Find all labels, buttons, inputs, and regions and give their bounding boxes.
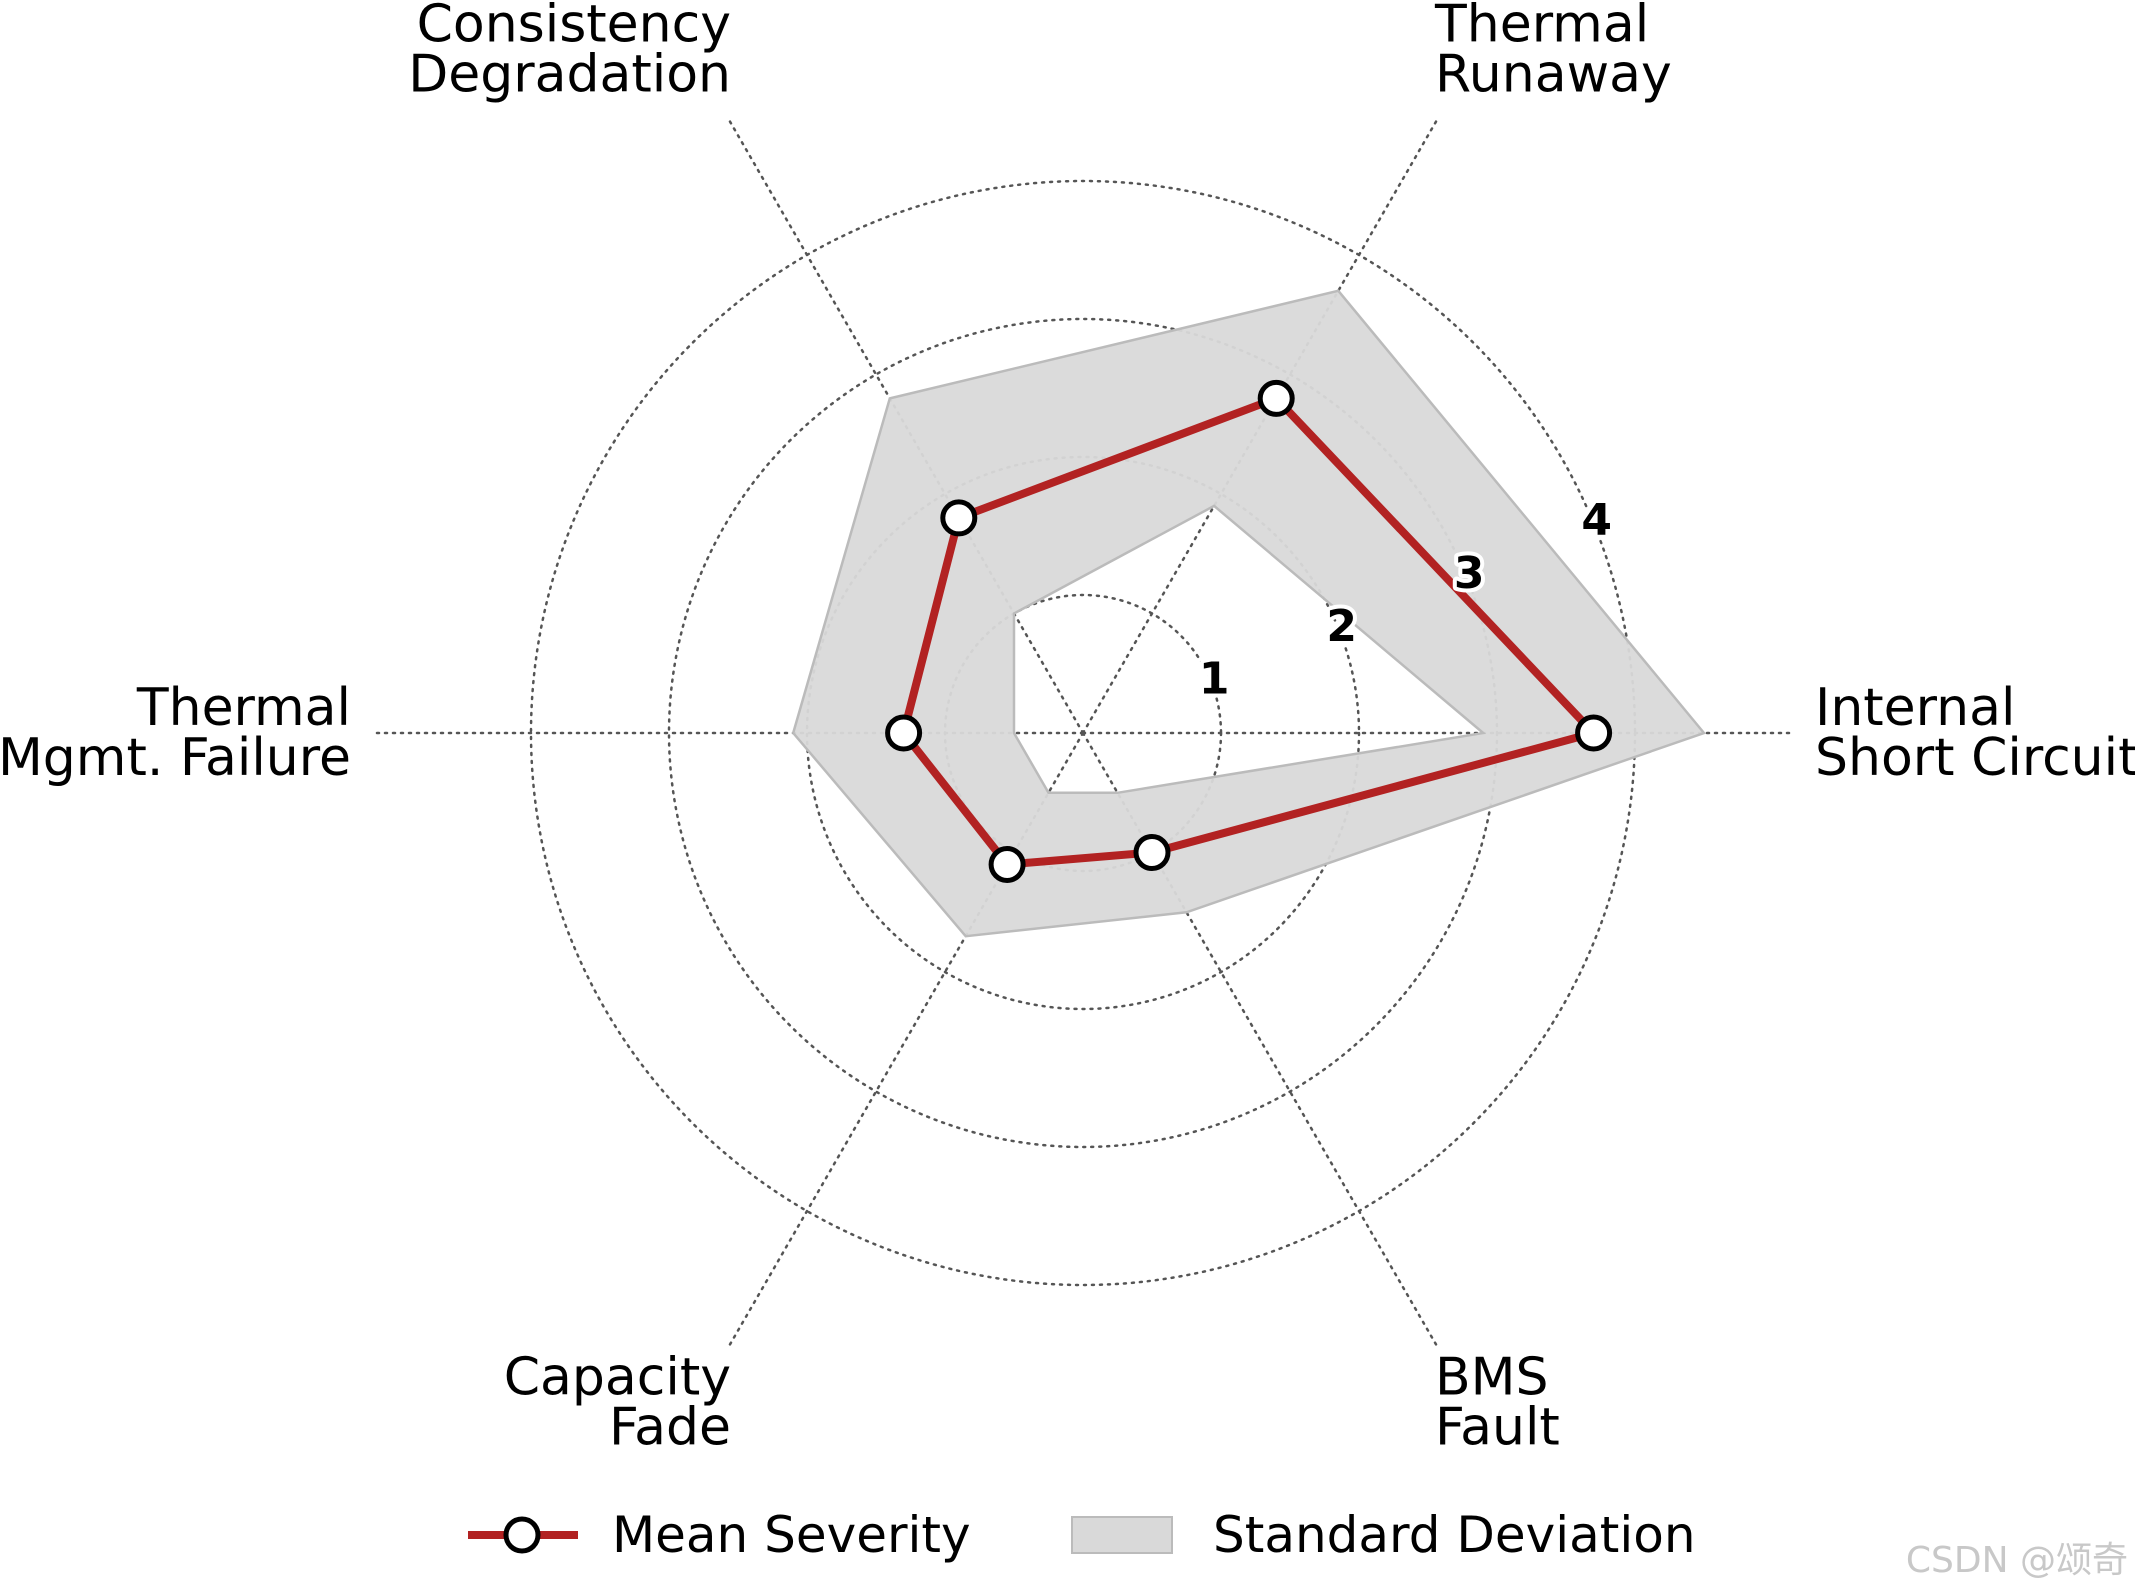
- spoke-bms_fault: [1081, 731, 1438, 1347]
- std-band-layer: [791, 289, 1707, 938]
- legend-std-label: Standard Deviation: [1213, 1506, 1696, 1564]
- mean-series-layer: [885, 379, 1613, 883]
- radial-tick-labels: 1 2 3 4: [1195, 491, 1616, 709]
- radial-tick-4: 4: [1581, 495, 1612, 546]
- axis-label-thermal_runaway-line1: Thermal: [1434, 0, 1649, 54]
- watermark-text: CSDN @颂奇: [1906, 1540, 2128, 1581]
- mean-point-consistency_degradation: [940, 499, 978, 537]
- legend-mean-marker: [503, 1516, 541, 1554]
- axis-label-internal_short_circuit-line2: Short Circuit: [1815, 728, 2135, 788]
- legend-std-swatch: [1071, 1516, 1173, 1554]
- axis-label-consistency_degradation-line2: Degradation: [408, 44, 731, 104]
- legend: Mean Severity Standard Deviation: [468, 1506, 1696, 1564]
- axis-label-capacity_fade-line2: Fade: [609, 1398, 731, 1458]
- legend-item-std-dev: Standard Deviation: [1071, 1506, 1696, 1564]
- std-deviation-band: [791, 289, 1707, 938]
- legend-mean-label: Mean Severity: [612, 1506, 971, 1564]
- axis-label-internal_short_circuit-line1: Internal: [1815, 678, 2015, 738]
- radial-tick-2: 2: [1326, 601, 1357, 652]
- axis-label-thermal_mgmt_failure-line1: Thermal: [136, 678, 351, 738]
- mean-point-thermal_mgmt_failure: [885, 714, 923, 752]
- axis-label-thermal_mgmt_failure-line2: Mgmt. Failure: [0, 728, 351, 788]
- axis-label-bms_fault-line1: BMS: [1435, 1348, 1549, 1408]
- spoke-capacity_fade: [728, 731, 1085, 1347]
- radial-tick-3: 3: [1454, 548, 1485, 599]
- mean-point-capacity_fade: [988, 846, 1026, 883]
- axis-label-consistency_degradation-line1: Consistency: [417, 0, 731, 54]
- axis-label-capacity_fade-line1: Capacity: [504, 1348, 731, 1408]
- mean-point-bms_fault: [1133, 834, 1171, 871]
- axis-label-bms_fault-line2: Fault: [1435, 1398, 1560, 1458]
- mean-point-internal_short_circuit: [1575, 714, 1613, 752]
- axis-label-thermal_runaway-line2: Runaway: [1435, 44, 1672, 104]
- legend-item-mean-severity: Mean Severity: [468, 1506, 971, 1564]
- mean-point-thermal_runaway: [1257, 379, 1295, 417]
- radial-tick-1: 1: [1199, 654, 1230, 705]
